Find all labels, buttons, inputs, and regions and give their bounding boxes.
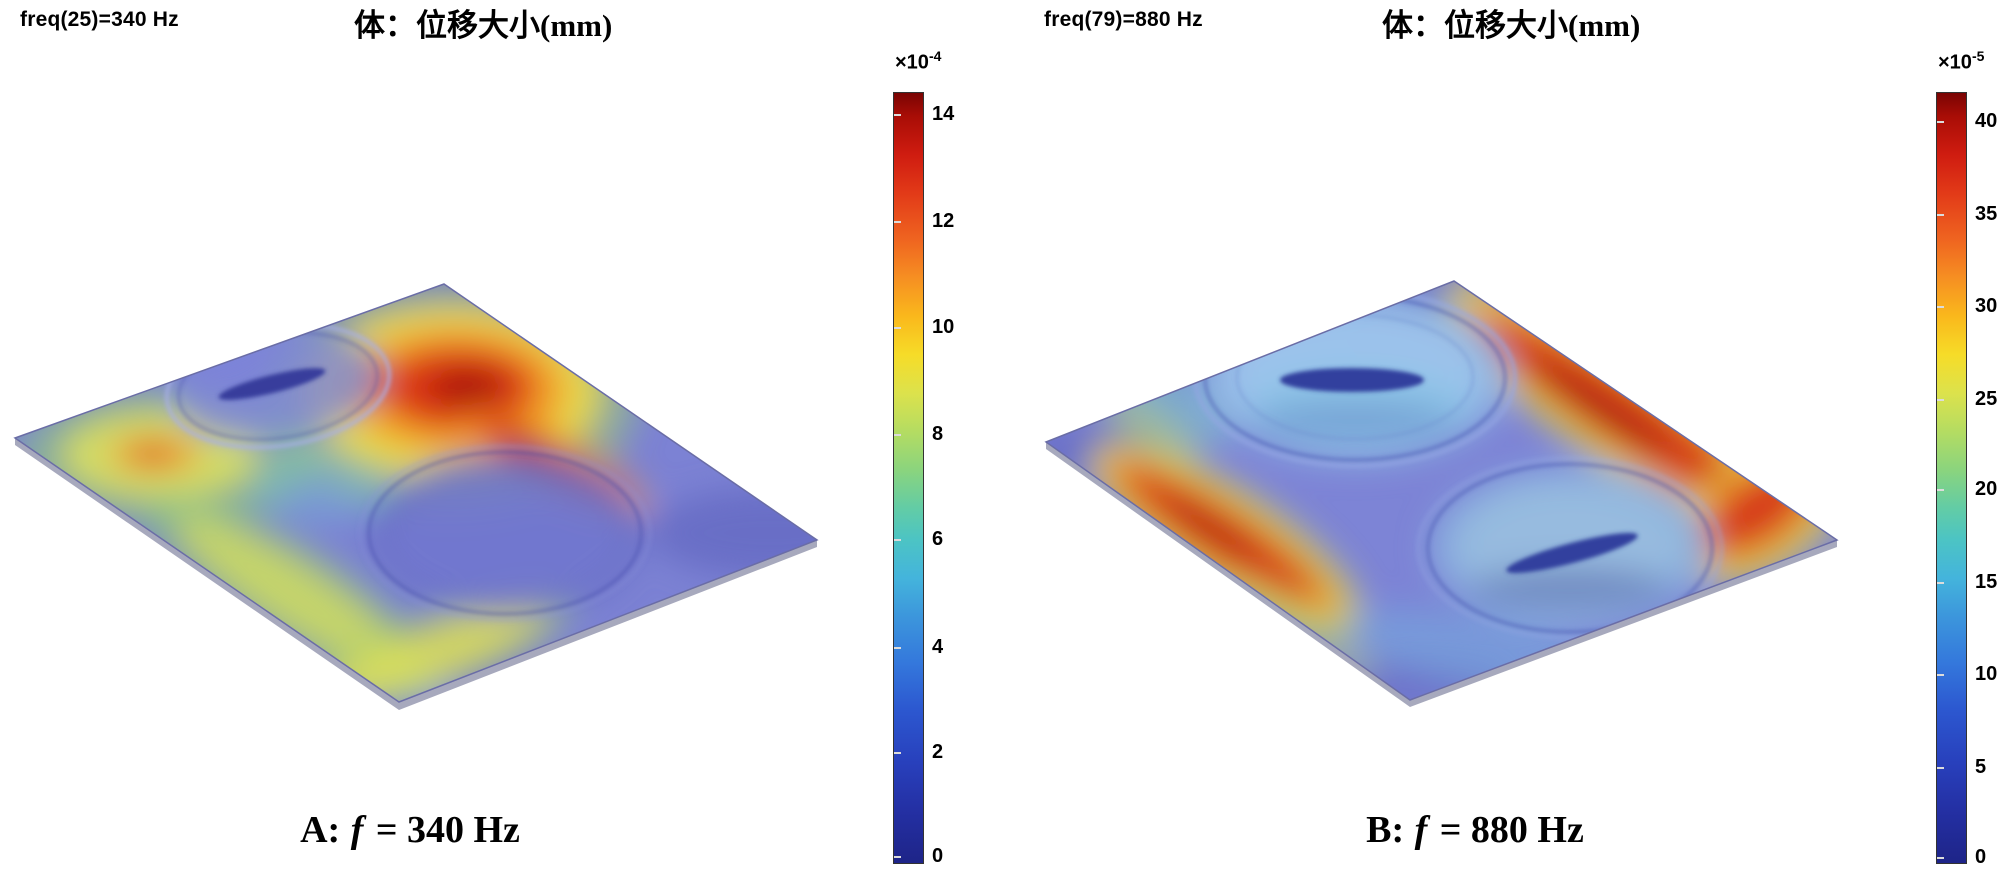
tick-label: 10 [932,315,955,338]
tick-mark [894,751,901,754]
colorbar-a: ×10-4 14 12 10 8 6 4 2 0 [893,48,1023,876]
tick-label: 20 [1975,478,1998,501]
tick-mark [1937,767,1944,770]
tick-mark [894,326,901,329]
tick-mark [1937,489,1944,492]
tick-label: 2 [932,740,944,763]
tick-mark [894,114,901,117]
plate-outline-a [13,283,819,703]
freq-parameter-label-a: freq(25)=340 Hz [20,8,179,31]
colorbar-exponent-b: ×10-5 [1938,48,1985,74]
tick-label: 0 [1975,846,1987,869]
colorbar-ticks-a: 14 12 10 8 6 4 2 0 [893,92,1023,867]
colorbar-exponent-a: ×10-4 [895,48,942,74]
frequency-symbol: f [1414,809,1428,851]
tick-mark [1937,305,1944,308]
tick-mark [1937,399,1944,401]
tick-label: 8 [932,422,944,445]
plate-outline-b [1044,280,1839,701]
tick-mark [894,221,901,224]
caption-b: B: f = 880 Hz [1366,809,1584,851]
panel-a: freq(25)=340 Hz 体：位移大小(mm) [13,8,954,867]
plate-surface-a [15,284,817,702]
frequency-symbol: f [350,809,364,851]
tick-label: 0 [932,845,944,868]
tick-label: 5 [1975,756,1987,779]
slot-bottom-disc [1506,532,1638,574]
tick-mark [1937,857,1944,860]
colorbar-gradient-a [893,92,924,864]
freq-parameter-label-b: freq(79)=880 Hz [1044,8,1203,31]
tick-label: 4 [932,635,944,658]
tick-label: 40 [1975,110,1998,133]
tick-label: 25 [1975,388,1998,410]
slot-top-disc [1280,368,1424,392]
colorbar-b: ×10-5 40 35 30 25 20 15 10 5 0 [1936,48,2000,876]
colorbar-gradient-b [1936,92,1967,864]
tick-mark [894,433,901,436]
plate-surface-b [1046,281,1837,700]
tick-label: 30 [1975,294,1998,317]
plot-title-b: 体：位移大小(mm) [1382,8,1641,43]
tick-mark [1937,214,1944,217]
tick-label: 15 [1975,571,1998,594]
surface-plot-b [1044,280,1839,707]
disc-bottom-rim [1426,462,1714,634]
circular-groove-bottom-right [367,450,643,616]
tick-mark [894,539,901,542]
tick-label: 35 [1975,203,1998,226]
tick-label: 6 [932,528,944,551]
plot-title-a: 体：位移大小(mm) [354,8,613,43]
slot-top-left [218,368,326,400]
tick-label: 10 [1975,662,1998,685]
colorbar-ticks-b: 40 35 30 25 20 15 10 5 0 [1936,92,2000,868]
tick-label: 14 [932,103,955,126]
tick-mark [894,646,901,649]
tick-mark [1937,673,1944,676]
tick-mark [1937,582,1944,585]
panel-b: freq(79)=880 Hz 体：位移大小(mm) [1000,0,2000,876]
caption-a: A: f = 340 Hz [300,809,520,851]
tick-mark [894,856,901,859]
tick-mark [1937,121,1944,124]
tick-label: 12 [932,210,955,233]
surface-plot-a [13,283,819,710]
